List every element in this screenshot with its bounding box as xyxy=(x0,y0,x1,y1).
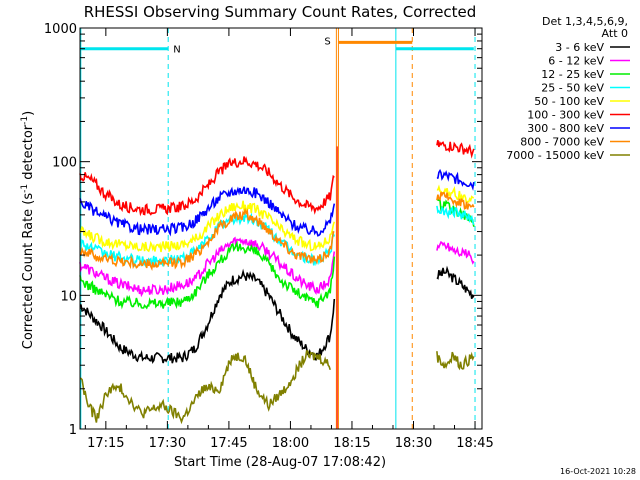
plot-frame xyxy=(79,27,483,430)
legend-header-1: Att 0 xyxy=(602,27,628,40)
x-tick-label-0: 17:15 xyxy=(87,436,124,451)
series-line-late-7 xyxy=(436,191,475,210)
legend-label-5: 100 - 300 keV xyxy=(527,109,604,122)
series-line-late-6 xyxy=(436,168,475,191)
series-line-6 xyxy=(79,186,336,237)
series-line-4 xyxy=(79,200,336,253)
status-bars: NS xyxy=(80,36,474,56)
legend-header-0: Det 1,3,4,5,6,9, xyxy=(542,15,628,28)
y-axis-label-main: Corrected Count Rate (s xyxy=(21,193,36,350)
y-tick-label-1: 10 xyxy=(60,289,77,304)
legend-label-3: 25 - 50 keV xyxy=(541,82,604,95)
y-tick-label-0: 1 xyxy=(69,423,77,438)
legend-label-2: 12 - 25 keV xyxy=(541,68,604,81)
y-axis: 1 10 100 1000 xyxy=(44,22,482,438)
series-line-late-8 xyxy=(436,351,475,371)
legend-label-4: 50 - 100 keV xyxy=(534,95,604,108)
legend-label-6: 300 - 800 keV xyxy=(527,122,604,135)
x-tick-label-2: 17:45 xyxy=(210,436,247,451)
x-tick-label-4: 18:15 xyxy=(333,436,370,451)
footer-timestamp: 16-Oct-2021 10:28 xyxy=(560,467,636,476)
chart-title: RHESSI Observing Summary Count Rates, Co… xyxy=(84,3,477,21)
data-series xyxy=(79,140,475,429)
series-line-7 xyxy=(80,207,335,272)
x-tick-label-5: 18:30 xyxy=(395,436,432,451)
y-tick-label-2: 100 xyxy=(52,156,77,171)
x-tick-label-1: 17:30 xyxy=(149,436,186,451)
y-axis-label: Corrected Count Rate (s-1 detector-1) xyxy=(20,111,36,349)
y-axis-label-sup1: -1 xyxy=(20,184,30,193)
legend-label-0: 3 - 6 keV xyxy=(555,41,604,54)
series-line-5 xyxy=(79,156,335,217)
x-axis-label: Start Time (28-Aug-07 17:08:42) xyxy=(174,455,386,470)
y-tick-label-3: 1000 xyxy=(44,22,77,37)
series-line-2 xyxy=(79,240,336,310)
legend-label-7: 800 - 7000 keV xyxy=(520,136,604,149)
y-axis-label-end: ) xyxy=(21,111,36,116)
status-bar-label-0: N xyxy=(173,45,180,56)
series-line-late-0 xyxy=(436,265,475,299)
legend-label-1: 6 - 12 keV xyxy=(548,55,604,68)
series-line-1 xyxy=(79,236,336,298)
series-line-late-3 xyxy=(436,205,475,225)
status-bar-label-1: S xyxy=(324,36,330,47)
series-line-late-1 xyxy=(436,240,475,265)
series-line-8 xyxy=(79,350,331,425)
x-axis: 17:15 17:30 17:45 18:00 18:15 18:30 18:45 xyxy=(84,28,494,451)
legend-label-8: 7000 - 15000 keV xyxy=(506,149,604,162)
x-tick-label-6: 18:45 xyxy=(456,436,493,451)
series-line-late-5 xyxy=(436,140,475,159)
series-line-0 xyxy=(79,268,336,365)
y-axis-label-sup2: -1 xyxy=(20,116,30,125)
x-tick-label-3: 18:00 xyxy=(272,436,309,451)
y-axis-label-mid: detector xyxy=(21,124,36,184)
